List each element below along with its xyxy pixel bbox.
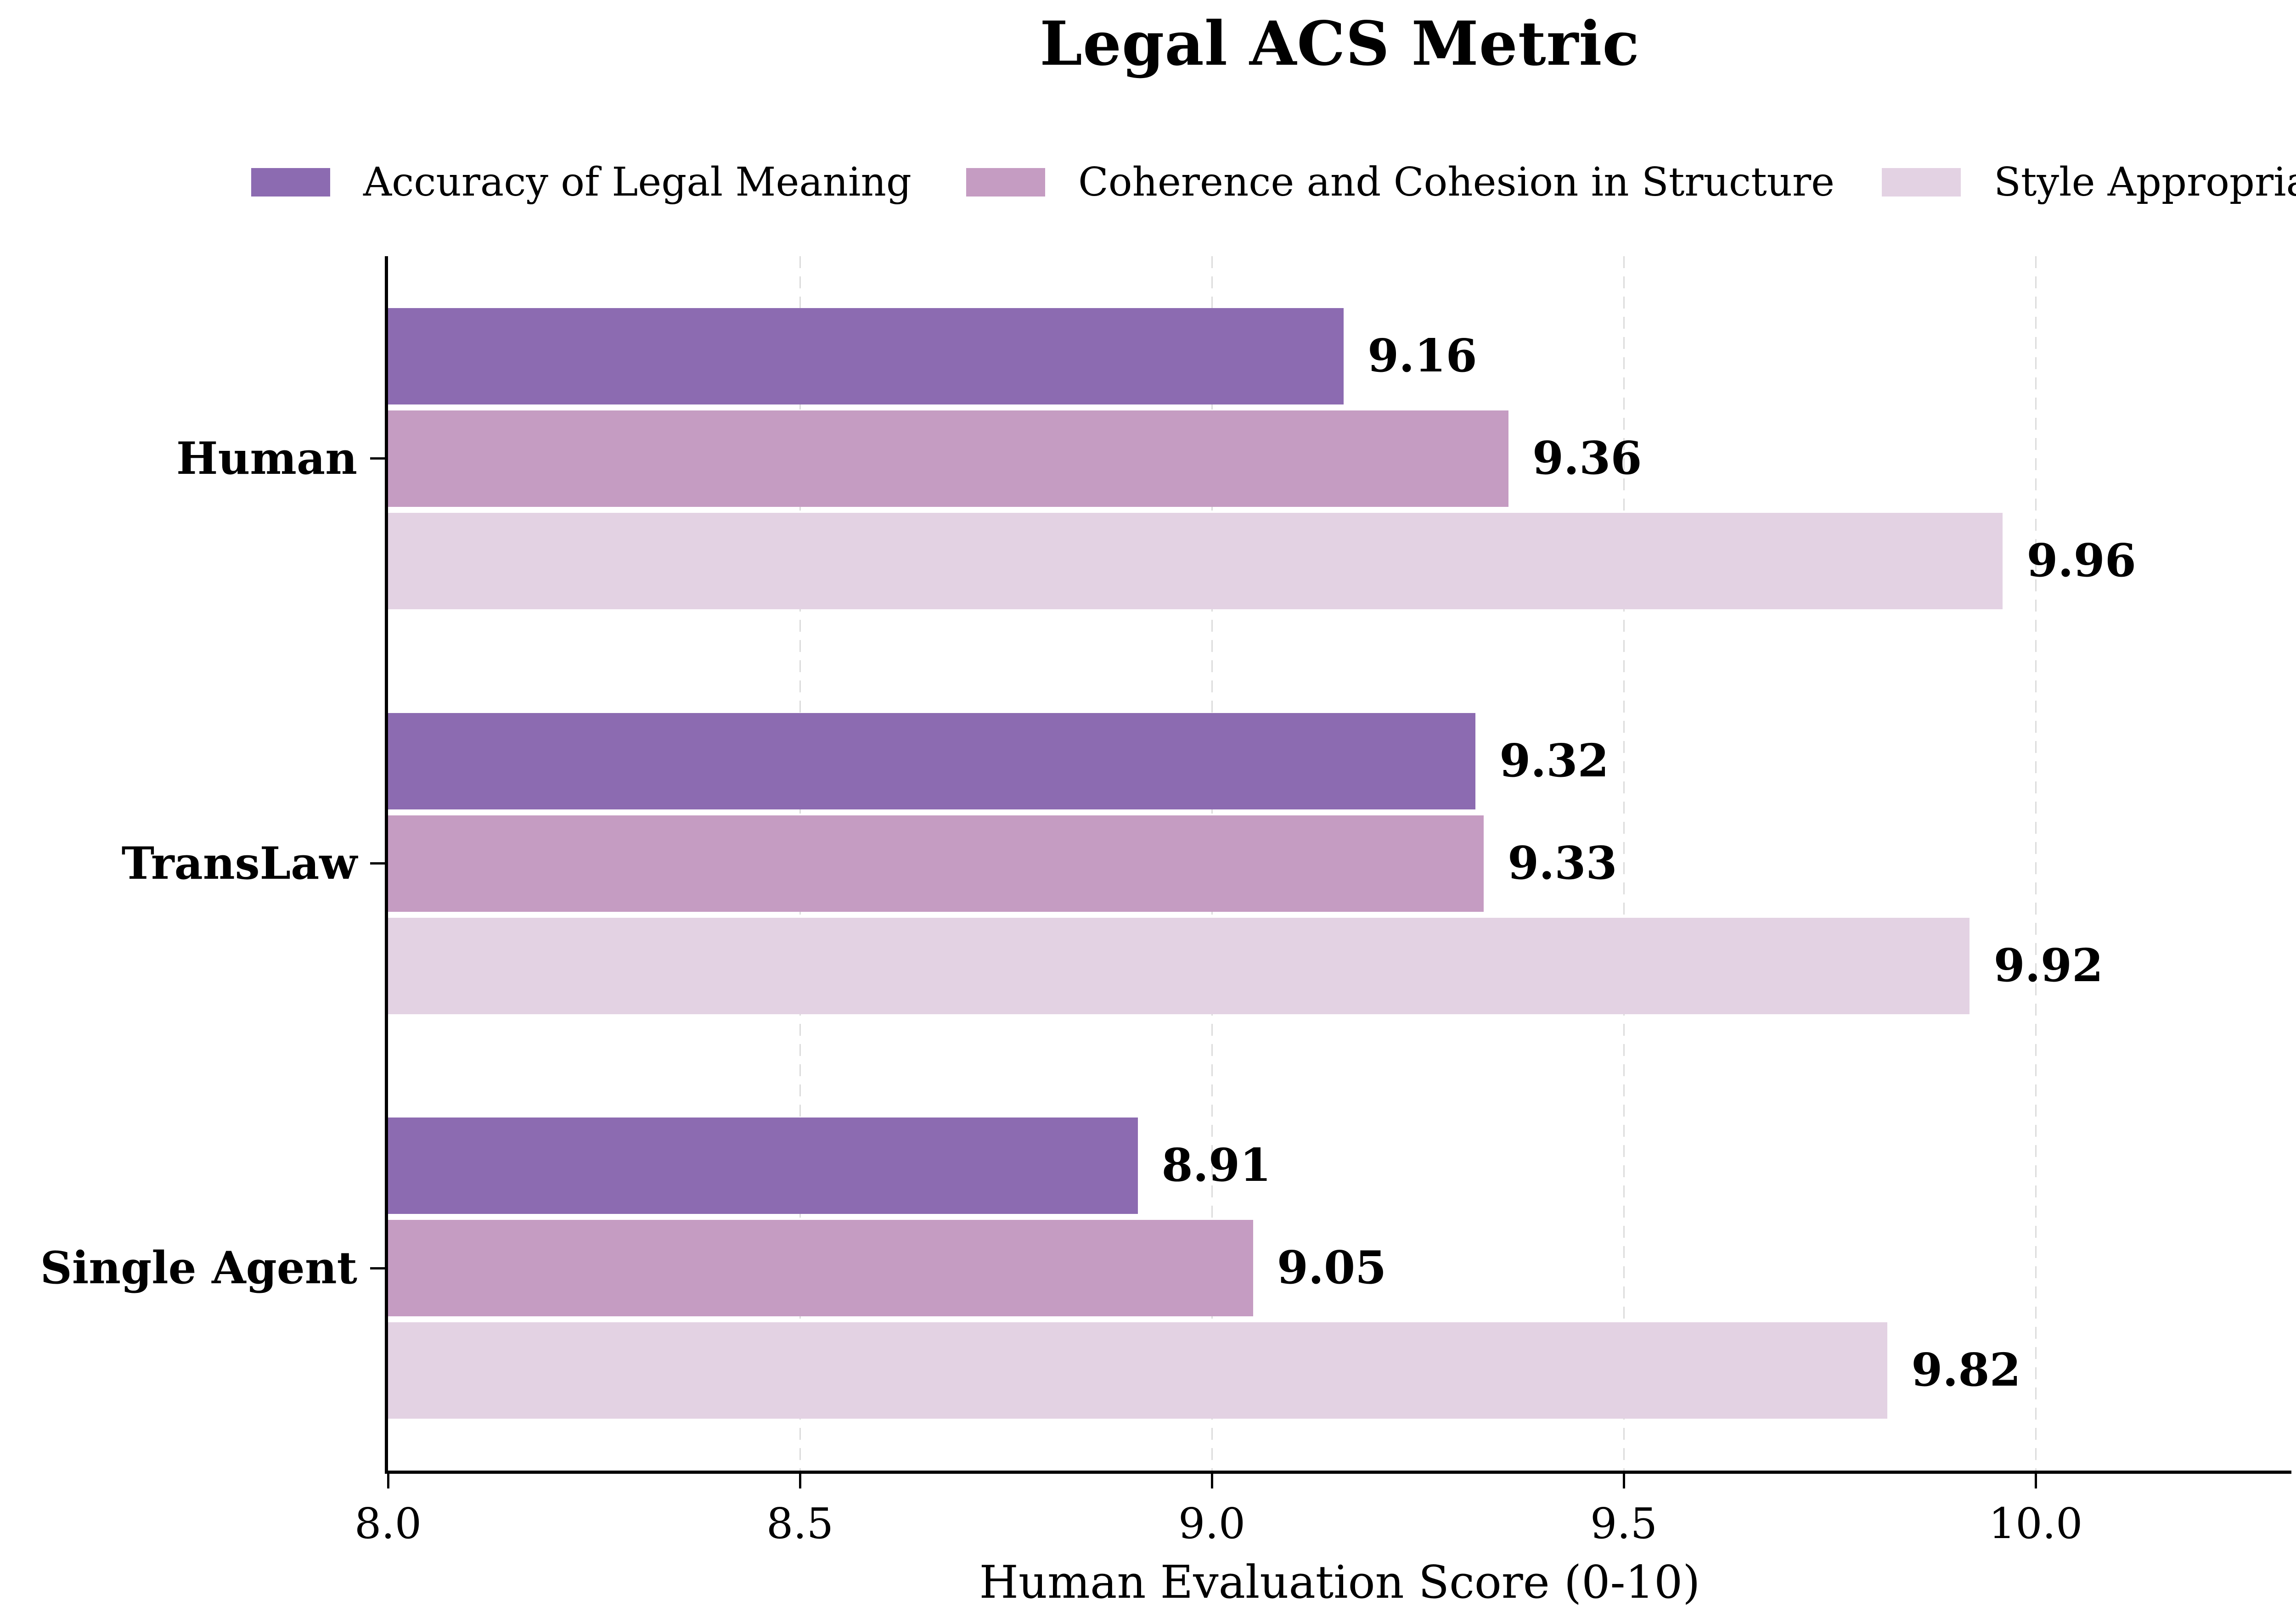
bar-accuracy-of-legal-meaning-human — [388, 308, 1344, 404]
category-label-single-agent: Single Agent — [40, 1242, 357, 1294]
y-tick-mark-single-agent — [370, 1267, 385, 1269]
x-tick-mark-8.5 — [799, 1474, 801, 1488]
x-tick-label-8.5: 8.5 — [766, 1499, 834, 1548]
bar-style-appropriateness-translaw — [388, 917, 1970, 1014]
bar-coherence-and-cohesion-in-structure-translaw — [388, 815, 1484, 912]
value-label-single-agent-accuracy-of-legal-meaning: 8.91 — [1161, 1139, 1272, 1192]
y-axis-spine — [385, 256, 388, 1474]
legend-swatch-accuracy-of-legal-meaning — [251, 168, 330, 197]
value-label-translaw-accuracy-of-legal-meaning: 9.32 — [1499, 734, 1609, 787]
value-label-single-agent-style-appropriateness: 9.82 — [1911, 1344, 2021, 1397]
y-tick-mark-human — [370, 457, 385, 460]
x-tick-mark-8.0 — [387, 1474, 389, 1488]
value-label-human-coherence-and-cohesion-in-structure: 9.36 — [1532, 432, 1642, 485]
y-tick-mark-translaw — [370, 862, 385, 865]
bar-coherence-and-cohesion-in-structure-single-agent — [388, 1220, 1253, 1317]
bar-style-appropriateness-human — [388, 512, 2003, 609]
x-tick-mark-9.5 — [1623, 1474, 1625, 1488]
x-axis-label: Human Evaluation Score (0-10) — [979, 1556, 1700, 1609]
value-label-human-accuracy-of-legal-meaning: 9.16 — [1367, 329, 1477, 382]
legend-label: Accuracy of Legal Meaning — [363, 159, 912, 205]
bar-style-appropriateness-single-agent — [388, 1322, 1887, 1419]
legend-item-style-appropriateness: Style Appropriateness — [1882, 159, 2296, 205]
x-tick-mark-9.0 — [1211, 1474, 1213, 1488]
gridline-x-10.0 — [2035, 256, 2037, 1471]
bar-accuracy-of-legal-meaning-translaw — [388, 713, 1475, 809]
value-label-single-agent-coherence-and-cohesion-in-structure: 9.05 — [1277, 1241, 1387, 1295]
legend-swatch-style-appropriateness — [1882, 168, 1961, 197]
chart-title: Legal ACS Metric — [1040, 8, 1640, 79]
category-label-translaw: TransLaw — [121, 837, 357, 889]
bar-coherence-and-cohesion-in-structure-human — [388, 410, 1508, 507]
legend-label: Style Appropriateness — [1994, 159, 2296, 205]
value-label-translaw-coherence-and-cohesion-in-structure: 9.33 — [1508, 837, 1617, 890]
legend-label: Coherence and Cohesion in Structure — [1078, 159, 1835, 205]
legend-swatch-coherence-and-cohesion-in-structure — [966, 168, 1045, 197]
category-label-human: Human — [176, 432, 357, 484]
value-label-translaw-style-appropriateness: 9.92 — [1993, 939, 2104, 992]
legend-item-accuracy-of-legal-meaning: Accuracy of Legal Meaning — [251, 159, 912, 205]
gridline-x-9.5 — [1623, 256, 1625, 1471]
x-tick-label-9.5: 9.5 — [1590, 1499, 1658, 1548]
bar-accuracy-of-legal-meaning-single-agent — [388, 1118, 1138, 1214]
x-tick-label-9.0: 9.0 — [1178, 1499, 1246, 1548]
x-tick-mark-10.0 — [2035, 1474, 2037, 1488]
value-label-human-style-appropriateness: 9.96 — [2026, 534, 2136, 587]
legend-item-coherence-and-cohesion-in-structure: Coherence and Cohesion in Structure — [966, 159, 1835, 205]
x-tick-label-8.0: 8.0 — [354, 1499, 422, 1548]
x-tick-label-10.0: 10.0 — [1988, 1499, 2083, 1548]
x-axis-spine — [385, 1471, 2291, 1474]
